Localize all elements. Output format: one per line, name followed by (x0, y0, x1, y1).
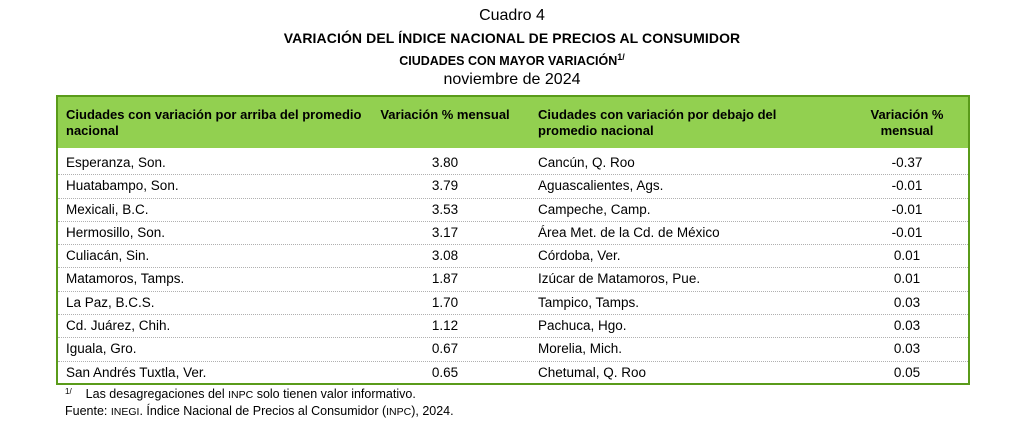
variation-above-cell: 3.53 (431, 201, 459, 217)
city-below-cell: Córdoba, Ver. (538, 248, 621, 264)
variation-above-cell: 3.80 (431, 155, 459, 170)
source-abbr-inegi: INEGI (110, 406, 140, 418)
variation-above-cell: 3.17 (431, 224, 459, 240)
table-period: noviembre de 2024 (443, 71, 581, 88)
city-above-cell: Huatabampo, Son. (66, 178, 179, 194)
table-body: Esperanza, Son. 3.80 Cancún, Q. Roo -0.37 Hu… (58, 152, 968, 385)
variation-above-cell: 1.12 (431, 318, 459, 334)
footnote-text-a: Las desagregaciones del (85, 387, 229, 401)
city-above-cell: Matamoros, Tamps. (66, 271, 185, 287)
source-note: Fuente: INEGI. Índice Nacional de Precio… (65, 404, 454, 418)
variation-below-cell: 0.01 (893, 271, 921, 287)
city-below-cell: Cancún, Q. Roo (538, 155, 635, 170)
city-below-cell: Área Met. de la Cd. de México (538, 224, 720, 240)
table-row: Esperanza, Son. 3.80 Cancún, Q. Roo -0.37 (58, 152, 968, 176)
variation-below-cell: 0.03 (893, 341, 921, 357)
table-row: Hermosillo, Son. 3.17 Área Met. de la Cd. … (58, 222, 968, 246)
table-row: Cd. Juárez, Chih. 1.12 Pachuca, Hgo. 0.03 (58, 315, 968, 339)
variation-below-cell: 0.03 (893, 318, 921, 334)
variation-below-cell: -0.01 (891, 224, 923, 240)
table-header: Ciudades con variación por arriba del pr… (58, 97, 968, 148)
table-number: Cuadro 4 (479, 7, 545, 24)
table-row: La Paz, B.C.S. 1.70 Tampico, Tamps. 0.03 (58, 292, 968, 316)
variation-below-cell: 0.05 (893, 364, 921, 380)
variation-above-cell: 1.87 (431, 271, 459, 287)
city-below-cell: Tampico, Tamps. (538, 294, 640, 310)
variation-above-cell: 3.08 (431, 248, 459, 264)
city-below-cell: Morelia, Mich. (538, 341, 623, 357)
column-header-cities-above: Ciudades con variación por arriba del pr… (66, 107, 362, 138)
variation-below-cell: 0.01 (893, 248, 921, 264)
column-header-variation-above: Variación % mensual (380, 107, 510, 122)
city-below-cell: Pachuca, Hgo. (538, 318, 627, 334)
variation-below-cell: -0.37 (891, 155, 923, 170)
variation-above-cell: 0.65 (431, 364, 459, 380)
table-row: San Andrés Tuxtla, Ver. 0.65 Chetumal, Q. … (58, 362, 968, 385)
footnote: 1/Las desagregaciones del INPC solo tien… (65, 387, 416, 401)
city-above-cell: Iguala, Gro. (66, 341, 137, 357)
footnote-text-b: solo tienen valor informativo. (253, 387, 416, 401)
table-row: Matamoros, Tamps. 1.87 Izúcar de Matamoros… (58, 268, 968, 292)
table-subtitle: CIUDADES CON MAYOR VARIACIÓN1/ (0, 52, 1024, 68)
footnote-reference: 1/ (617, 52, 625, 62)
city-above-cell: Mexicali, B.C. (66, 201, 149, 217)
city-above-cell: Culiacán, Sin. (66, 248, 150, 264)
city-above-cell: Esperanza, Son. (66, 155, 166, 170)
column-header-variation-below: Variación % mensual (870, 107, 944, 138)
variation-above-cell: 3.79 (431, 178, 459, 194)
source-text-a: Fuente: (65, 404, 111, 418)
city-below-cell: Campeche, Camp. (538, 201, 651, 217)
city-below-cell: Izúcar de Matamoros, Pue. (538, 271, 701, 287)
table-row: Culiacán, Sin. 3.08 Córdoba, Ver. 0.01 (58, 245, 968, 269)
source-text-b: . Índice Nacional de Precios al Consumid… (139, 404, 387, 418)
city-below-cell: Chetumal, Q. Roo (538, 364, 647, 380)
city-below-cell: Aguascalientes, Ags. (538, 178, 664, 194)
variation-below-cell: 0.03 (893, 294, 921, 310)
city-above-cell: La Paz, B.C.S. (66, 294, 155, 310)
subtitle-text: CIUDADES CON MAYOR VARIACIÓN (399, 54, 618, 68)
column-header-cities-below: Ciudades con variación por debajo del pr… (538, 107, 777, 138)
footnote-mark: 1/ (65, 387, 72, 396)
table-title: VARIACIÓN DEL ÍNDICE NACIONAL DE PRECIOS… (283, 30, 741, 46)
city-above-cell: Hermosillo, Son. (66, 224, 166, 240)
variation-above-cell: 0.67 (431, 341, 459, 357)
footnote-abbr: INPC (228, 389, 254, 401)
table-row: Iguala, Gro. 0.67 Morelia, Mich. 0.03 (58, 338, 968, 362)
source-text-c: ), 2024. (411, 404, 454, 418)
cities-table: Ciudades con variación por arriba del pr… (56, 95, 970, 385)
table-row: Mexicali, B.C. 3.53 Campeche, Camp. -0.01 (58, 199, 968, 222)
city-above-cell: Cd. Juárez, Chih. (66, 318, 171, 334)
city-above-cell: San Andrés Tuxtla, Ver. (66, 364, 207, 380)
variation-below-cell: -0.01 (891, 201, 923, 217)
table-row: Huatabampo, Son. 3.79 Aguascalientes, Ags.… (58, 175, 968, 199)
variation-above-cell: 1.70 (431, 294, 459, 310)
variation-below-cell: -0.01 (891, 178, 923, 194)
source-abbr-inpc: INPC (386, 406, 412, 418)
